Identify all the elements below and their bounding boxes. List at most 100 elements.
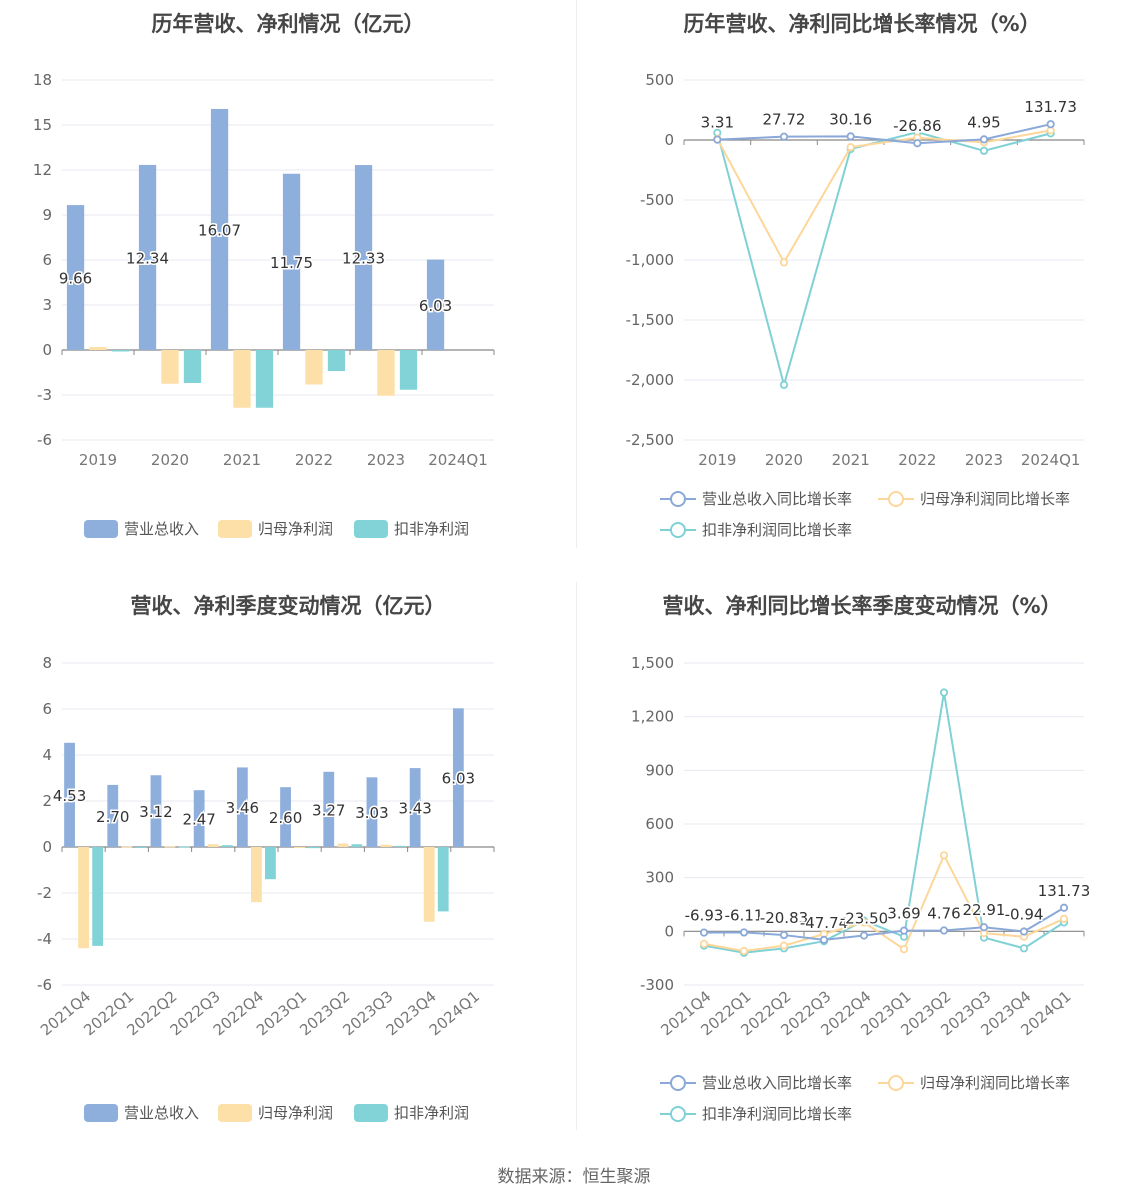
data-label: 3.03: [355, 804, 388, 822]
point-deducted-growth: [1019, 944, 1029, 953]
legend-item[interactable]: 营业总收入同比增长率: [660, 1072, 852, 1093]
data-label: -47.74: [800, 914, 848, 932]
bar-deducted-net-profit: [399, 350, 418, 390]
bar-net-profit: [423, 847, 435, 922]
bar-net-profit: [305, 350, 323, 385]
data-label: 3.43: [398, 800, 431, 818]
bar-net-profit: [233, 350, 251, 408]
legend-item[interactable]: 归母净利润同比增长率: [878, 1072, 1070, 1093]
line-deducted-growth: [703, 692, 1065, 954]
bar-revenue: [354, 165, 373, 350]
bar-net-profit: [377, 350, 395, 396]
line-deducted-growth: [716, 131, 1051, 389]
y-tick-label: 600: [645, 815, 674, 833]
point-net-profit-growth: [846, 143, 855, 152]
point-revenue-growth: [739, 928, 749, 937]
legend-line-marker: [878, 1074, 914, 1092]
y-tick-label: -2,500: [626, 431, 674, 449]
point-deducted-growth: [979, 146, 989, 155]
chart-svg: -6 -3 0 3 6 9 12 15 18 2019 2020 2021 2022 2023 2024Q1…: [33, 71, 495, 469]
point-net-profit-growth: [779, 941, 789, 950]
legend-item[interactable]: 营业总收入同比增长率: [660, 488, 852, 509]
bar-deducted-net-profit: [178, 846, 190, 848]
data-label: 9.66: [59, 270, 92, 288]
legend-label: 营业总收入: [124, 1104, 200, 1122]
data-label: -23.50: [840, 910, 888, 928]
data-label: 22.91: [963, 901, 1006, 919]
legend-swatch: [84, 519, 118, 538]
legend-label: 归母净利润: [258, 1104, 334, 1122]
bar-revenue: [409, 768, 421, 847]
bar-deducted-net-profit: [221, 845, 233, 847]
point-revenue-growth: [819, 935, 829, 944]
legend-item[interactable]: 扣非净利润同比增长率: [660, 1103, 852, 1124]
chart-svg: -6-4-2024682021Q42022Q12022Q22022Q32022Q…: [37, 654, 495, 1039]
legend-item[interactable]: 营业总收入: [84, 518, 199, 539]
line-net-profit-growth: [703, 852, 1065, 953]
legend-item[interactable]: 归母净利润: [218, 518, 333, 539]
x-tick-label: 2020: [765, 451, 803, 469]
legend-item[interactable]: 扣非净利润: [354, 518, 469, 539]
legend-label: 归母净利润: [258, 520, 334, 538]
bar-deducted-net-profit: [111, 350, 130, 352]
bar-net-profit: [164, 846, 176, 848]
y-tick-label: 2: [42, 792, 52, 810]
legend-item[interactable]: 扣非净利润同比增长率: [660, 519, 852, 540]
chart-panel-quarterly-growth: 营收、净利同比增长率季度变动情况（%） -300 0 300 600 900 1,200 1,…: [576, 580, 1148, 1150]
legend-item[interactable]: 扣非净利润: [354, 1102, 469, 1123]
legend-label: 扣非净利润同比增长率: [702, 1105, 853, 1123]
chart-legend: 营业总收入 归母净利润 扣非净利润: [0, 518, 576, 588]
bar-net-profit: [89, 347, 107, 350]
vertical-divider-top: [576, 0, 577, 548]
chart-title: 历年营收、净利同比增长率情况（%）: [683, 12, 1041, 36]
bar-net-profit: [337, 843, 349, 847]
legend-label: 扣非净利润同比增长率: [702, 521, 853, 539]
x-tick-label: 2019: [698, 451, 736, 469]
y-tick-label: -2,000: [626, 371, 674, 389]
y-tick-label: 4: [42, 746, 52, 764]
chart-svg: -2,500 -2,000 -1,500 -1,000 -500 0 500 2019 2020…: [626, 71, 1085, 469]
x-tick-label: 2022: [898, 451, 936, 469]
bar-deducted-net-profit: [308, 847, 320, 849]
data-label: 3.69: [887, 905, 920, 923]
data-label: 30.16: [829, 110, 872, 128]
data-label: 6.03: [419, 297, 452, 315]
legend-item[interactable]: 归母净利润同比增长率: [878, 488, 1070, 509]
data-label: 3.46: [226, 799, 259, 817]
data-label: 27.72: [763, 111, 806, 129]
x-tick-label: 2020: [151, 451, 189, 469]
legend-item[interactable]: 归母净利润: [218, 1102, 333, 1123]
data-label: -6.11: [725, 906, 764, 924]
chart-svg: -30003006009001,2001,5002021Q42022Q12022…: [631, 654, 1092, 1039]
y-tick-label: 3: [42, 296, 52, 314]
point-revenue-growth: [913, 139, 922, 148]
bar-deducted-net-profit: [394, 845, 406, 847]
point-net-profit-growth: [699, 939, 709, 948]
y-tick-label: 9: [42, 206, 52, 224]
x-tick-label: 2021: [832, 451, 870, 469]
data-label: 131.73: [1024, 98, 1077, 116]
vertical-divider-bottom: [576, 582, 577, 1130]
bar-deducted-net-profit: [265, 847, 276, 880]
point-revenue-growth: [939, 926, 949, 935]
y-tick-label: 15: [33, 116, 52, 134]
legend-item[interactable]: 营业总收入: [84, 1102, 199, 1123]
bar-deducted-net-profit: [351, 844, 363, 847]
point-revenue-growth: [1059, 903, 1069, 912]
x-tick-label: 2023: [367, 451, 405, 469]
y-tick-label: 500: [645, 71, 674, 89]
bar-deducted-net-profit: [183, 350, 202, 383]
bar-deducted-net-profit: [92, 847, 104, 946]
bar-net-profit: [78, 847, 89, 949]
data-label: 11.75: [270, 254, 313, 272]
bar-deducted-net-profit: [135, 847, 147, 848]
point-revenue-growth: [846, 132, 855, 141]
point-revenue-growth: [1046, 120, 1055, 129]
point-revenue-growth: [779, 930, 789, 940]
point-net-profit-growth: [859, 918, 869, 927]
legend-line-marker: [660, 1074, 696, 1092]
legend-swatch: [354, 1103, 388, 1122]
line-net-profit-growth: [716, 129, 1051, 265]
legend-label: 扣非净利润: [394, 520, 470, 538]
y-tick-label: -6: [37, 976, 52, 994]
